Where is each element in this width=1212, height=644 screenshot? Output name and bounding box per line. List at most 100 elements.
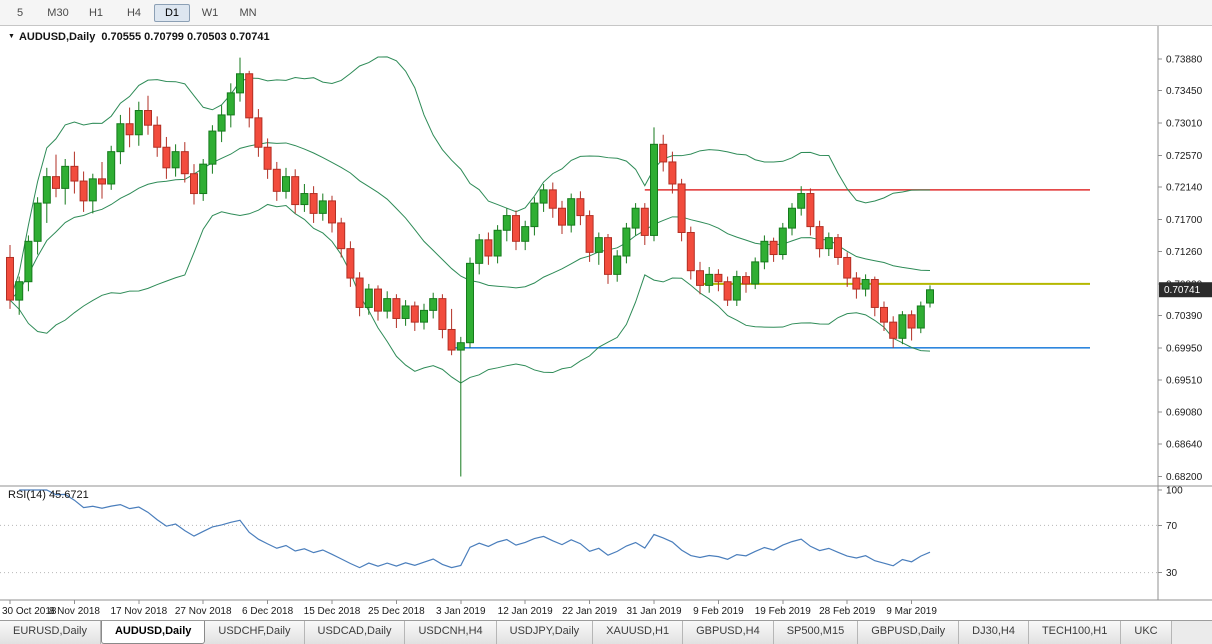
candle-body [558,207,566,226]
candle-body [824,237,833,250]
svg-text:0.73880: 0.73880 [1166,55,1203,66]
candle-body [208,130,217,165]
candle-body [640,207,649,236]
candles [6,57,934,477]
svg-text:31 Jan 2019: 31 Jan 2019 [626,606,681,617]
chart-tab-dj30-h4[interactable]: DJ30,H4 [959,621,1029,644]
candle-body [429,298,438,311]
candle-body [732,276,741,301]
candle-body [880,306,888,323]
candle-body [585,215,594,253]
candle-body [742,276,750,285]
svg-text:30: 30 [1166,568,1178,579]
svg-text:0.71700: 0.71700 [1166,215,1203,226]
candle-body [512,215,520,242]
svg-text:0.68200: 0.68200 [1166,472,1203,483]
candle-body [438,298,447,330]
timeframe-button-5[interactable]: 5 [16,6,24,19]
chart-tab-gbpusd-daily[interactable]: GBPUSD,Daily [858,621,960,644]
candle-body [806,193,815,228]
candle-body [475,239,484,264]
candle-body [696,270,704,286]
candle-body [714,273,723,283]
candle-body [613,255,622,275]
chart-tab-audusd-daily[interactable]: AUDUSD,Daily [100,621,206,644]
candle-body [162,146,171,169]
candle-body [125,123,134,136]
svg-text:19 Feb 2019: 19 Feb 2019 [755,606,812,617]
candle-body [107,151,116,185]
candle-body [245,73,254,119]
chart-tabs-bar: EURUSD,Daily AUDUSD,Daily USDCHF,Daily USDC… [0,620,1212,644]
candle-body [15,281,24,301]
candle-body [631,207,640,229]
svg-text:22 Jan 2019: 22 Jan 2019 [562,606,617,617]
svg-text:27 Nov 2018: 27 Nov 2018 [175,606,232,617]
candle-body [272,168,281,192]
svg-text:8 Nov 2018: 8 Nov 2018 [49,606,101,617]
chart-tab-usdchf-daily[interactable]: USDCHF,Daily [205,621,305,644]
bollinger-lower-band [9,203,931,384]
candle-body [226,92,235,116]
candle-body [870,279,879,308]
candle-body [79,180,88,202]
current-price-tag: 0.70741 [1159,282,1212,298]
candle-body [282,176,290,192]
chart-canvas[interactable]: 0.73880 0.73450 0.73010 0.72570 0.72140 0.717… [0,26,1212,620]
candle-body [548,189,557,209]
timeframe-button-h1[interactable]: H1 [88,6,104,19]
candle-body [769,240,778,256]
candle-body [594,237,603,253]
candle-body [861,279,870,290]
pane-separators [0,26,1212,601]
timeframe-button-m30[interactable]: M30 [47,6,69,19]
candle-body [70,165,79,182]
candle-body [907,314,916,329]
svg-text:70: 70 [1166,521,1178,532]
candle-body [364,288,373,308]
svg-text:9 Mar 2019: 9 Mar 2019 [886,606,937,617]
chart-tab-usdjpy-daily[interactable]: USDJPY,Daily [496,621,594,644]
candle-body [659,143,668,163]
chart-tab-usdcnh-h4[interactable]: USDCNH,H4 [405,621,497,644]
chart-tab-eurusd-daily[interactable]: EURUSD,Daily [0,621,101,644]
chart-tab-xauusd-h1[interactable]: XAUUSD,H1 [593,621,684,644]
price-axis[interactable]: 0.73880 0.73450 0.73010 0.72570 0.72140 0.717… [1158,55,1203,483]
candle-body [61,165,70,189]
timeframe-button-w1[interactable]: W1 [201,6,219,19]
candle-body [466,262,474,344]
candle-body [760,240,769,263]
timeframe-button-h4[interactable]: H4 [126,6,142,19]
candle-body [650,143,658,236]
candle-body [116,123,125,153]
candle-body [374,288,382,312]
chart-tab-tech100-h1[interactable]: TECH100,H1 [1028,621,1122,644]
candle-body [6,256,14,301]
candle-body [346,248,355,279]
timeframe-button-mn[interactable]: MN [239,6,257,19]
candle-body [392,298,401,319]
candle-body [291,176,300,206]
candle-body [42,176,51,204]
candle-body [383,298,392,312]
candle-body [484,239,493,257]
candle-body [153,124,162,148]
svg-text:15 Dec 2018: 15 Dec 2018 [304,606,361,617]
chart-tab-ukc[interactable]: UKC [1121,621,1172,644]
candle-body [328,200,336,224]
candle-body [33,202,42,242]
candle-body [24,240,33,283]
chart-tab-sp500-m15[interactable]: SP500,M15 [773,621,859,644]
svg-text:25 Dec 2018: 25 Dec 2018 [368,606,425,617]
svg-text:0.69080: 0.69080 [1166,407,1203,418]
svg-text:17 Nov 2018: 17 Nov 2018 [110,606,167,617]
timeframe-button-d1[interactable]: D1 [154,3,190,22]
chart-tab-gbpusd-h4[interactable]: GBPUSD,H4 [683,621,774,644]
candle-body [668,161,677,185]
candle-body [309,193,318,214]
candle-body [300,193,309,206]
candle-body [337,222,346,250]
chart-tab-usdcad-daily[interactable]: USDCAD,Daily [304,621,406,644]
